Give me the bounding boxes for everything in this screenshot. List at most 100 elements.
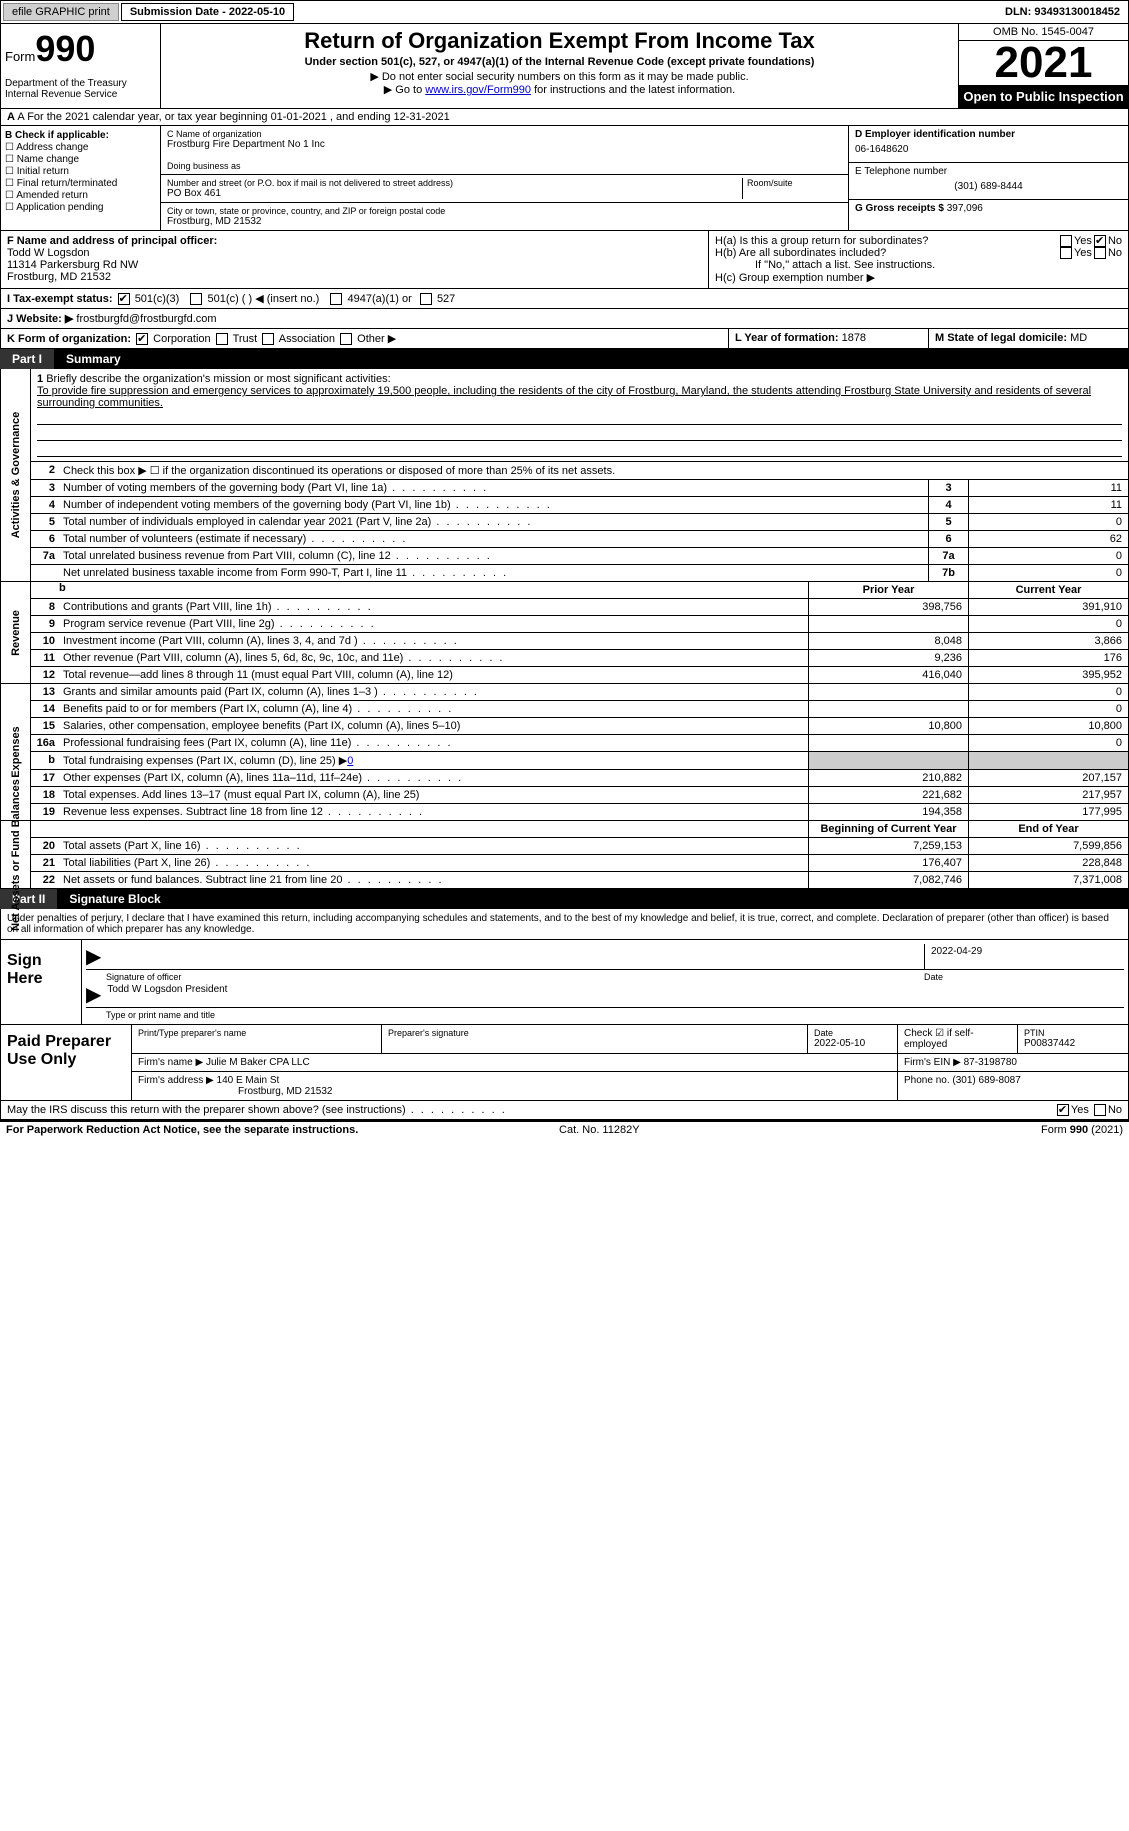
line19: Revenue less expenses. Subtract line 18 … xyxy=(59,804,808,820)
val4: 11 xyxy=(968,497,1128,513)
p17: 210,882 xyxy=(808,770,968,786)
chk-501c3[interactable] xyxy=(118,293,130,305)
firm-ein: 87-3198780 xyxy=(964,1057,1017,1068)
chk-other[interactable] xyxy=(340,333,352,345)
line15: Salaries, other compensation, employee b… xyxy=(59,718,808,734)
discuss-no[interactable] xyxy=(1094,1104,1106,1116)
ptin: P00837442 xyxy=(1024,1038,1122,1049)
ha-label: H(a) Is this a group return for subordin… xyxy=(715,235,1058,247)
val6: 62 xyxy=(968,531,1128,547)
firm-phone-lbl: Phone no. xyxy=(904,1075,950,1086)
chk-4947[interactable] xyxy=(330,293,342,305)
form-word: Form xyxy=(5,49,35,64)
submission-date: Submission Date - 2022-05-10 xyxy=(121,3,294,21)
side-activities: Activities & Governance xyxy=(10,412,22,539)
chk-initial[interactable]: ☐ Initial return xyxy=(5,166,156,177)
form-title: Return of Organization Exempt From Incom… xyxy=(165,28,954,54)
chk-address[interactable]: ☐ Address change xyxy=(5,142,156,153)
sig-name-lbl: Type or print name and title xyxy=(86,1010,1124,1020)
summary-netassets: Net Assets or Fund Balances Beginning of… xyxy=(0,821,1129,889)
c18: 217,957 xyxy=(968,787,1128,803)
discuss-yes[interactable] xyxy=(1057,1104,1069,1116)
efile-print-button[interactable]: efile GRAPHIC print xyxy=(3,3,119,21)
l16b-link[interactable]: 0 xyxy=(347,755,353,767)
line22: Net assets or fund balances. Subtract li… xyxy=(59,872,808,888)
dba-label: Doing business as xyxy=(167,161,842,171)
state-domicile-label: M State of legal domicile: xyxy=(935,332,1067,344)
part1-title: Summary xyxy=(54,349,133,369)
chk-assoc[interactable] xyxy=(262,333,274,345)
city-label: City or town, state or province, country… xyxy=(167,206,842,216)
chk-527[interactable] xyxy=(420,293,432,305)
chk-amended[interactable]: ☐ Amended return xyxy=(5,190,156,201)
p16a xyxy=(808,735,968,751)
firm-addr: 140 E Main St xyxy=(217,1075,280,1086)
chk-name[interactable]: ☐ Name change xyxy=(5,154,156,165)
p9 xyxy=(808,616,968,632)
hb-no[interactable] xyxy=(1094,247,1106,259)
c19: 177,995 xyxy=(968,804,1128,820)
goto-note: ▶ Go to www.irs.gov/Form990 for instruct… xyxy=(165,83,954,96)
gross-label: G Gross receipts $ xyxy=(855,203,944,214)
ptin-lbl: PTIN xyxy=(1024,1028,1122,1038)
col-h-group: H(a) Is this a group return for subordin… xyxy=(708,231,1128,288)
c12: 395,952 xyxy=(968,667,1128,683)
line16a: Professional fundraising fees (Part IX, … xyxy=(59,735,808,751)
chk-trust[interactable] xyxy=(216,333,228,345)
website-value: frostburgfd@frostburgfd.com xyxy=(76,313,216,325)
firm-name: Julie M Baker CPA LLC xyxy=(206,1057,310,1068)
form-subtitle: Under section 501(c), 527, or 4947(a)(1)… xyxy=(165,56,954,68)
check-self-emp[interactable]: Check ☑ if self-employed xyxy=(898,1025,1018,1053)
side-expenses: Expenses xyxy=(10,727,22,778)
ha-yes[interactable] xyxy=(1060,235,1072,247)
c8: 391,910 xyxy=(968,599,1128,615)
chk-final[interactable]: ☐ Final return/terminated xyxy=(5,178,156,189)
col-f-officer: F Name and address of principal officer:… xyxy=(1,231,708,288)
col-c-org: C Name of organization Frostburg Fire De… xyxy=(161,126,848,230)
ha-no[interactable] xyxy=(1094,235,1106,247)
p12: 416,040 xyxy=(808,667,968,683)
line20: Total assets (Part X, line 16) xyxy=(59,838,808,854)
val7b: 0 xyxy=(968,565,1128,581)
hb-yes[interactable] xyxy=(1060,247,1072,259)
prep-date-lbl: Date xyxy=(814,1028,891,1038)
side-netassets: Net Assets or Fund Balances xyxy=(10,779,22,931)
footer: For Paperwork Reduction Act Notice, see … xyxy=(0,1120,1129,1138)
p20: 7,259,153 xyxy=(808,838,968,854)
arrow-icon: ▶ xyxy=(86,982,101,1007)
side-revenue: Revenue xyxy=(10,610,22,656)
p15: 10,800 xyxy=(808,718,968,734)
c21: 228,848 xyxy=(968,855,1128,871)
c16b xyxy=(968,752,1128,769)
chk-501c[interactable] xyxy=(190,293,202,305)
ein-label: D Employer identification number xyxy=(855,129,1122,140)
p21: 176,407 xyxy=(808,855,968,871)
firm-phone: (301) 689-8087 xyxy=(952,1075,1020,1086)
form-number: Form990 xyxy=(5,28,156,70)
c22: 7,371,008 xyxy=(968,872,1128,888)
row-i-status: I Tax-exempt status: 501(c)(3) 501(c) ( … xyxy=(0,289,1129,309)
discuss-question: May the IRS discuss this return with the… xyxy=(0,1101,1129,1120)
room-label: Room/suite xyxy=(747,178,842,188)
sig-officer-field[interactable] xyxy=(101,944,924,969)
firm-name-lbl: Firm's name ▶ xyxy=(138,1057,203,1068)
state-domicile: MD xyxy=(1070,332,1087,344)
chk-pending[interactable]: ☐ Application pending xyxy=(5,202,156,213)
irs-link[interactable]: www.irs.gov/Form990 xyxy=(425,84,531,96)
org-name-label: C Name of organization xyxy=(167,129,842,139)
line14: Benefits paid to or for members (Part IX… xyxy=(59,701,808,717)
chk-corp[interactable] xyxy=(136,333,148,345)
officer-name: Todd W Logsdon xyxy=(7,247,702,259)
pra-notice: For Paperwork Reduction Act Notice, see … xyxy=(6,1124,358,1136)
p22: 7,082,746 xyxy=(808,872,968,888)
c9: 0 xyxy=(968,616,1128,632)
form-org-label: K Form of organization: xyxy=(7,333,131,345)
ssn-note: ▶ Do not enter social security numbers o… xyxy=(165,70,954,83)
paid-preparer-section: Paid Preparer Use Only Print/Type prepar… xyxy=(0,1025,1129,1101)
part1-num: Part I xyxy=(0,349,54,369)
phone: (301) 689-8444 xyxy=(855,177,1122,196)
line10: Investment income (Part VIII, column (A)… xyxy=(59,633,808,649)
hdr-current: Current Year xyxy=(968,582,1128,598)
line6: Total number of volunteers (estimate if … xyxy=(59,531,928,547)
line9: Program service revenue (Part VIII, line… xyxy=(59,616,808,632)
